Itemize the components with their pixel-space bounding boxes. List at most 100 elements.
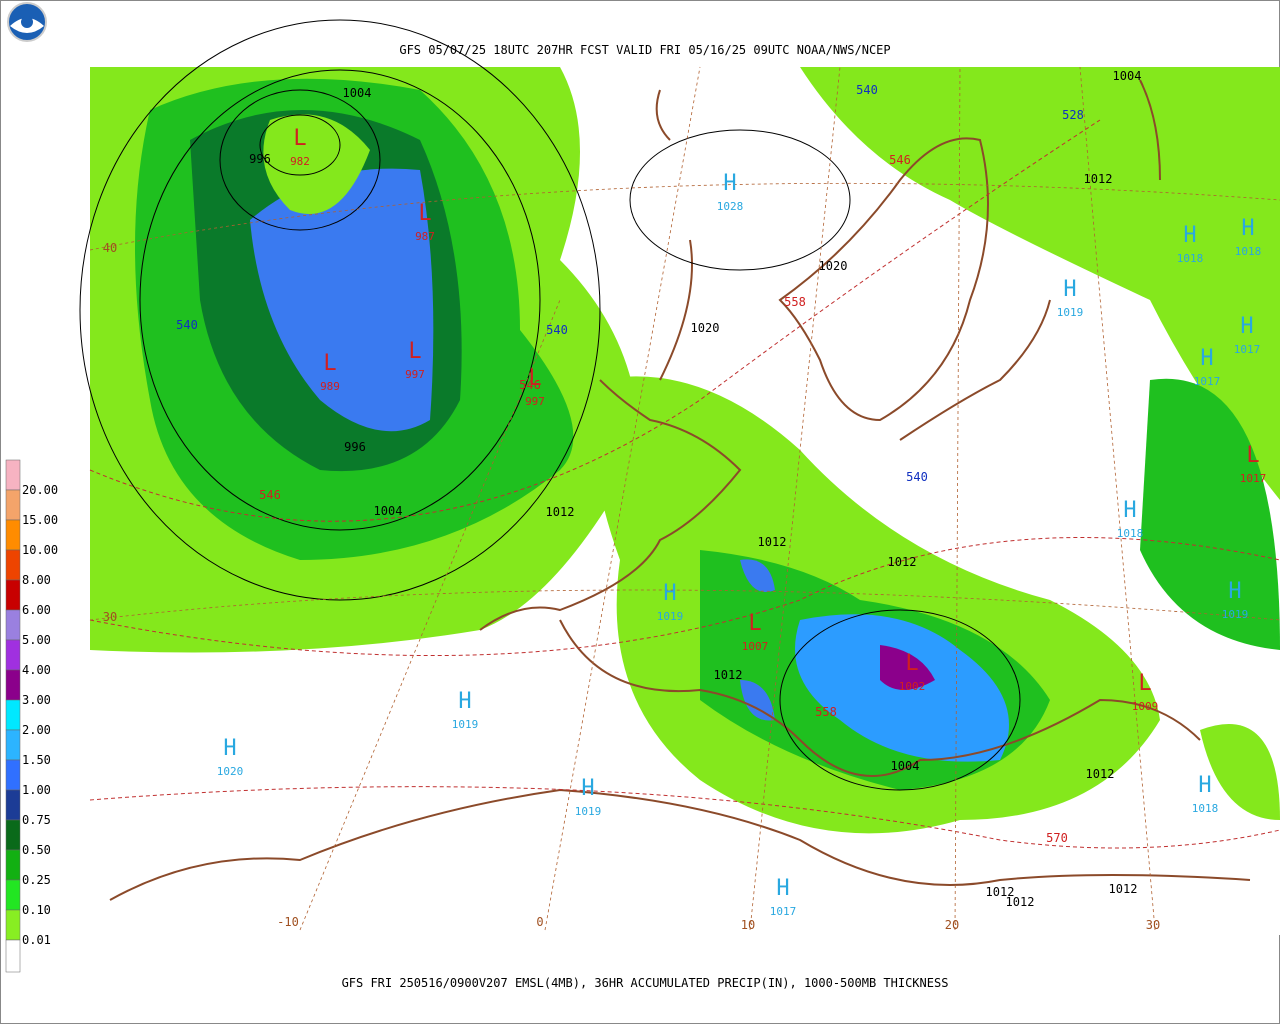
- grid-label: 0: [536, 915, 543, 929]
- legend-swatch: [5, 789, 21, 821]
- center-symbol: L: [528, 366, 541, 391]
- map-labels: L 982 L 987 L 989 L 997 L 997 H 1028 H 1019 H 1018 H 1018…: [103, 69, 1266, 932]
- isobar-label: 1012: [1109, 882, 1138, 896]
- map-area: [79, 19, 1280, 935]
- center-pressure: 997: [525, 395, 545, 408]
- legend-swatch: [5, 609, 21, 641]
- grid-label: -10: [277, 915, 299, 929]
- legend-label: 1.00: [22, 783, 51, 797]
- isobar-label: 1012: [1006, 895, 1035, 909]
- center-pressure: 989: [320, 380, 340, 393]
- legend-label: 4.00: [22, 663, 51, 677]
- legend-swatch: [5, 759, 21, 791]
- center-symbol: L: [408, 339, 421, 364]
- legend-label: 0.25: [22, 873, 51, 887]
- thickness-label: 546: [889, 153, 911, 167]
- isobar-label: 1004: [374, 504, 403, 518]
- center-symbol: L: [1246, 443, 1259, 468]
- legend-label: 0.01: [22, 933, 51, 947]
- center-symbol: H: [1123, 498, 1136, 523]
- legend-label: 3.00: [22, 693, 51, 707]
- center-symbol: H: [458, 689, 471, 714]
- legend-swatch: [5, 849, 21, 881]
- legend-label: 0.50: [22, 843, 51, 857]
- center-pressure: 1017: [1234, 343, 1261, 356]
- center-pressure: 1017: [1194, 375, 1221, 388]
- legend-label: 0.10: [22, 903, 51, 917]
- center-symbol: L: [748, 611, 761, 636]
- legend-swatch: [5, 879, 21, 911]
- legend-swatch: [5, 549, 21, 581]
- center-pressure: 1018: [1192, 802, 1219, 815]
- legend-label: 0.75: [22, 813, 51, 827]
- noaa-logo: [7, 2, 47, 42]
- legend-swatch: [5, 699, 21, 731]
- thickness-label: 540: [856, 83, 878, 97]
- center-symbol: L: [293, 126, 306, 151]
- legend-label: 10.00: [22, 543, 58, 557]
- center-symbol: H: [1198, 773, 1211, 798]
- grid-label: 40: [103, 241, 117, 255]
- center-pressure: 1019: [1222, 608, 1249, 621]
- isobar-label: 1020: [691, 321, 720, 335]
- legend-label: 20.00: [22, 483, 58, 497]
- grid-label: 30: [103, 610, 117, 624]
- thickness-label: 570: [1046, 831, 1068, 845]
- center-pressure: 1019: [575, 805, 602, 818]
- thickness-label: 540: [546, 323, 568, 337]
- legend-swatch: [5, 639, 21, 671]
- isobar-label: 1012: [758, 535, 787, 549]
- legend-swatch: [5, 939, 21, 973]
- legend-swatch: [5, 669, 21, 701]
- isobar-label: 1004: [343, 86, 372, 100]
- center-pressure: 1018: [1117, 527, 1144, 540]
- center-pressure: 1019: [657, 610, 684, 623]
- isobar-label: 1012: [1086, 767, 1115, 781]
- center-pressure: 1018: [1177, 252, 1204, 265]
- title: GFS 05/07/25 18UTC 207HR FCST VALID FRI …: [399, 43, 890, 57]
- isobar-label: 996: [249, 152, 271, 166]
- legend-swatch: [5, 489, 21, 521]
- isobar-label: 1012: [1084, 172, 1113, 186]
- center-pressure: 1007: [742, 640, 769, 653]
- isobar-label: 1012: [546, 505, 575, 519]
- legend-label: 2.00: [22, 723, 51, 737]
- isobar-label: 996: [344, 440, 366, 454]
- center-pressure: 1018: [1235, 245, 1262, 258]
- center-symbol: H: [1228, 579, 1241, 604]
- center-pressure: 997: [405, 368, 425, 381]
- isobar-label: 1012: [986, 885, 1015, 899]
- center-pressure: 1019: [1057, 306, 1084, 319]
- legend-label: 1.50: [22, 753, 51, 767]
- footer-caption: GFS FRI 250516/0900V207 EMSL(4MB), 36HR …: [342, 976, 949, 990]
- grid-label: 10: [741, 918, 755, 932]
- center-symbol: H: [1241, 216, 1254, 241]
- legend-label: 15.00: [22, 513, 58, 527]
- thickness-label: 540: [906, 470, 928, 484]
- center-pressure: 1009: [1132, 700, 1159, 713]
- center-symbol: H: [581, 776, 594, 801]
- legend-swatch: [5, 819, 21, 851]
- center-symbol: L: [905, 651, 918, 676]
- center-symbol: L: [1138, 671, 1151, 696]
- legend-swatch: [5, 579, 21, 611]
- legend-label: 8.00: [22, 573, 51, 587]
- center-pressure: 1019: [452, 718, 479, 731]
- thickness-label: 558: [815, 705, 837, 719]
- thickness-label: 546: [259, 488, 281, 502]
- grid-label: 20: [945, 918, 959, 932]
- center-symbol: H: [663, 581, 676, 606]
- center-pressure: 1017: [1240, 472, 1267, 485]
- legend-label: 5.00: [22, 633, 51, 647]
- thickness-label: 528: [1062, 108, 1084, 122]
- isobar-label: 1004: [891, 759, 920, 773]
- isobar-label: 1004: [1113, 69, 1142, 83]
- legend-swatch: [5, 459, 21, 491]
- center-pressure: 987: [415, 230, 435, 243]
- isobar-label: 1012: [714, 668, 743, 682]
- center-pressure: 1020: [217, 765, 244, 778]
- center-symbol: H: [723, 171, 736, 196]
- center-symbol: L: [418, 201, 431, 226]
- grid-label: 30: [1146, 918, 1160, 932]
